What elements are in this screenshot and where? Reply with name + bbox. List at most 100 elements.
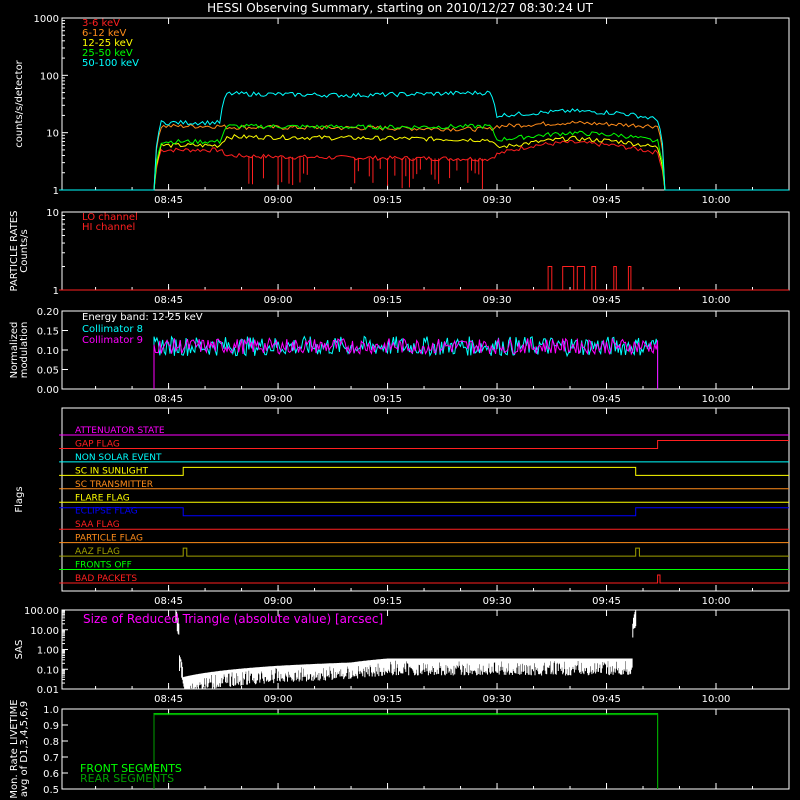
rates-xtick-label-1: 09:00 (264, 195, 293, 206)
modulation-ylabel-1: modulation (19, 322, 30, 379)
rates-xtick-label-2: 09:15 (373, 195, 402, 206)
rates-series-1 (59, 120, 789, 191)
sas-series-0 (175, 610, 637, 689)
flags-flag-line-6 (59, 507, 789, 517)
sas-ytick-label-1: 0.10 (37, 665, 59, 676)
modulation-ytick-label-3: 0.15 (37, 327, 59, 338)
sas-xtick-label-1: 09:00 (264, 694, 293, 705)
flags-flag-label-4: SC TRANSMITTER (75, 480, 153, 490)
modulation-ylabel-0: Normalized (9, 322, 20, 379)
rates-ytick-label-3: 1000 (34, 14, 59, 25)
flags-xtick-label-1: 09:00 (264, 596, 293, 607)
flags-flag-label-11: BAD PACKETS (75, 574, 137, 584)
particle-xtick-label-0: 08:45 (154, 295, 183, 306)
flags-flag-label-5: FLARE FLAG (75, 493, 130, 503)
rates-frame (61, 17, 790, 191)
modulation-xtick-label-5: 10:00 (702, 394, 731, 405)
livetime-frame (61, 708, 790, 790)
flags-xtick-label-3: 09:30 (483, 596, 512, 607)
sas-ytick-label-2: 1.00 (37, 646, 59, 657)
flags-flag-line-9 (59, 547, 789, 557)
particle-xtick-label-3: 09:30 (483, 295, 512, 306)
modulation-ytick-label-1: 0.05 (37, 366, 59, 377)
rates-legend-2: 12-25 keV (82, 38, 133, 49)
modulation-ytick-label-2: 0.10 (37, 346, 59, 357)
sas-ylabel-0: SAS (14, 640, 25, 660)
livetime-legend-1: REAR SEGMENTS (80, 772, 174, 785)
rates-ytick-label-1: 10 (46, 129, 59, 140)
particle-ytick-label-1: 10 (46, 208, 59, 219)
rates-xtick-label-0: 08:45 (154, 195, 183, 206)
flags-flag-label-0: ATTENUATOR STATE (75, 426, 165, 436)
rates-ytick-label-0: 1 (53, 186, 59, 197)
modulation-ytick-label-0: 0.00 (37, 385, 59, 396)
particle-legend-0: LO channel (82, 212, 138, 223)
livetime-series-0 (153, 713, 659, 789)
rates-legend-0: 3-6 keV (82, 18, 120, 29)
livetime-ytick-label-5: 1.0 (43, 705, 59, 716)
flags-flag-label-1: GAP FLAG (75, 439, 120, 449)
particle-ylabel-1: Counts/s (19, 229, 30, 273)
modulation-legend-title: Energy band: 12-25 keV (82, 312, 203, 323)
flags-xtick-label-5: 10:00 (702, 596, 731, 607)
sas-xtick-label-5: 10:00 (702, 694, 731, 705)
modulation-series-1 (153, 336, 659, 389)
sas-ytick-label-3: 10.00 (30, 626, 59, 637)
rates-ytick-label-2: 100 (40, 71, 59, 82)
flags-flag-label-3: SC IN SUNLIGHT (75, 466, 149, 476)
flags-xtick-label-2: 09:15 (373, 596, 402, 607)
particle-ylabel-0: PARTICLE RATES (9, 211, 20, 292)
rates-xtick-label-4: 09:45 (592, 195, 621, 206)
sas-xtick-label-2: 09:15 (373, 694, 402, 705)
flags-frame (61, 407, 790, 592)
modulation-xtick-label-1: 09:00 (264, 394, 293, 405)
flags-xtick-label-0: 08:45 (154, 596, 183, 607)
livetime-ytick-label-3: 0.8 (43, 737, 59, 748)
sas-xtick-label-4: 09:45 (592, 694, 621, 705)
rates-ylabel-0: counts/s/detector (14, 59, 25, 147)
flags-flag-label-9: AAZ FLAG (75, 547, 120, 557)
livetime-ytick-label-4: 0.9 (43, 721, 59, 732)
livetime-ytick-label-0: 0.5 (43, 785, 59, 796)
particle-xtick-label-2: 09:15 (373, 295, 402, 306)
modulation-series-0 (153, 335, 659, 389)
livetime-legend-0: FRONT SEGMENTS (80, 762, 182, 775)
modulation-xtick-label-4: 09:45 (592, 394, 621, 405)
modulation-xtick-label-2: 09:15 (373, 394, 402, 405)
flags-flag-label-8: PARTICLE FLAG (75, 534, 143, 544)
livetime-ytick-label-1: 0.6 (43, 769, 59, 780)
flags-flag-line-3 (59, 466, 789, 476)
sas-ytick-label-0: 0.01 (37, 685, 59, 696)
particle-xtick-label-1: 09:00 (264, 295, 293, 306)
particle-xtick-label-5: 10:00 (702, 295, 731, 306)
flags-ylabel-0: Flags (14, 486, 25, 512)
flags-flag-line-11 (59, 574, 789, 584)
livetime-series-1 (153, 714, 659, 789)
modulation-xtick-label-0: 08:45 (154, 394, 183, 405)
particle-legend-1: HI channel (82, 222, 135, 233)
flags-flag-label-6: ECLIPSE FLAG (75, 507, 138, 517)
flags-flag-label-2: NON SOLAR EVENT (75, 453, 162, 463)
livetime-ylabel-1: avg of D1,3,4,5,6,9 (19, 701, 30, 797)
flags-flag-label-10: FRONTS OFF (75, 561, 132, 571)
rates-series-4 (59, 90, 789, 191)
sas-annotation: Size of Reduced Triangle (absolute value… (83, 612, 383, 626)
flags-flag-line-1 (59, 440, 789, 449)
figure-title: HESSI Observing Summary, starting on 201… (207, 1, 593, 15)
rates-legend-1: 6-12 keV (82, 28, 126, 39)
rates-series-0 (59, 139, 789, 191)
sas-xtick-label-0: 08:45 (154, 694, 183, 705)
sas-ytick-label-4: 100.00 (24, 606, 59, 617)
rates-xtick-label-5: 10:00 (702, 195, 731, 206)
particle-frame (61, 211, 790, 291)
modulation-ytick-label-4: 0.20 (37, 307, 59, 318)
livetime-ylabel-0: Mon. Rate LIVETIME (9, 699, 20, 798)
sas-xtick-label-3: 09:30 (483, 694, 512, 705)
flags-flag-label-7: SAA FLAG (75, 520, 120, 530)
particle-xtick-label-4: 09:45 (592, 295, 621, 306)
particle-ytick-label-0: 1 (53, 286, 59, 297)
rates-xtick-label-3: 09:30 (483, 195, 512, 206)
livetime-ytick-label-2: 0.7 (43, 753, 59, 764)
rates-legend-3: 25-50 keV (82, 48, 133, 59)
